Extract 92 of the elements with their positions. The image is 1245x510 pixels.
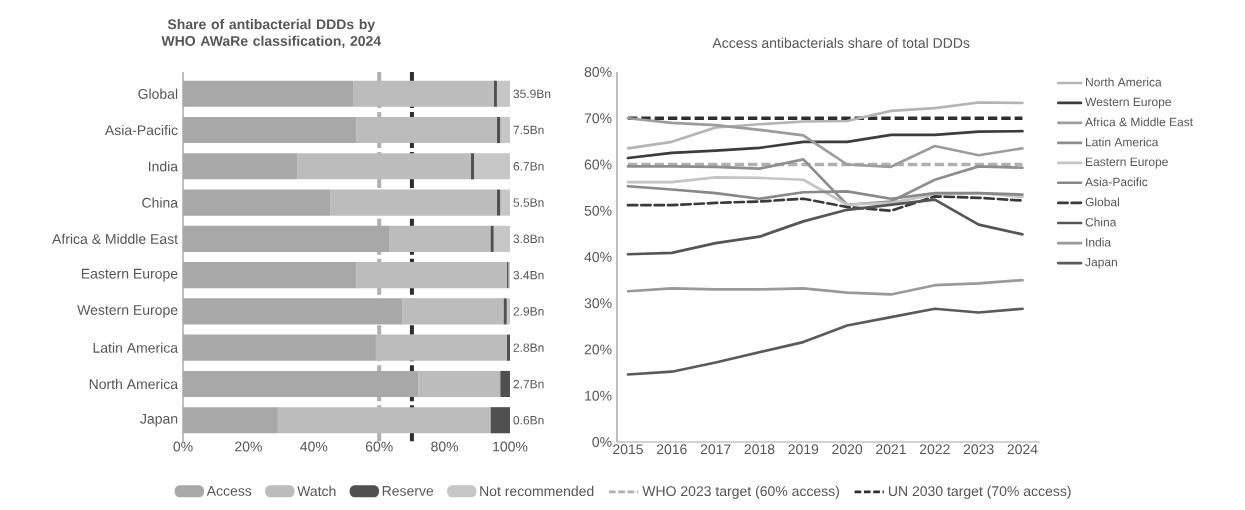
y-tick-label: 20% [584,344,612,355]
y-tick-label: Japan [140,413,178,427]
x-tick-label: 40% [300,441,328,452]
line-series [626,278,1024,296]
legend-label: Latin America [1086,137,1159,147]
bar [493,225,511,252]
bar [389,225,491,252]
legend-label: Watch [297,485,336,497]
legend-label: India [1086,237,1112,247]
bar [183,189,331,216]
x-tick-label: 20% [235,441,262,452]
line-series [626,116,1024,169]
x-tick-label: 2024 [1007,444,1038,455]
bar [493,80,497,107]
y-tick-label: Eastern Europe [81,268,178,282]
y-tick-label: 10% [585,390,612,401]
legend-label: WHO 2023 target (60% access) [642,485,839,499]
legend-label: Asia-Pacific [1085,177,1148,187]
bar [418,370,501,398]
y-tick-label: Asia-Pacific [104,124,178,136]
y-tick-label: China [142,197,179,208]
x-tick-label: 2016 [656,444,687,455]
bar [183,153,298,180]
y-tick-label: 60% [584,159,612,170]
bar [183,262,357,289]
x-tick-label: 0% [173,441,193,452]
bar [490,407,511,434]
text: 6.7Bn [513,162,544,171]
chart-title: Access antibacterials share of total DDDs [712,37,970,48]
legend-label: Africa & Middle East [1085,117,1193,127]
bar [183,80,354,107]
bar [496,189,501,216]
text: 2.7Bn [513,379,544,389]
chart-title: Share of antibacterial DDDs by WHO AWaRe classification, 2024 [161,18,382,48]
text: 7.5Bn [513,125,544,135]
bar [183,407,278,434]
y-tick-label: Africa & Middle East [52,233,178,244]
legend-label: Global [1085,197,1119,207]
legend-label: Western Europe [1085,97,1171,109]
bar [183,334,376,361]
bar [470,153,475,180]
y-tick-label: 30% [584,298,612,309]
bar [490,225,494,252]
x-tick-label: 2021 [876,444,906,455]
bar [500,189,511,216]
y-tick-label: 50% [584,205,612,216]
legend-label: North America [1086,77,1162,87]
legend-label: China [1085,217,1117,227]
legend-label: Eastern Europe [1086,157,1168,169]
bar [474,153,511,180]
legend-label: Not recommended [480,485,594,497]
x-tick-label: 80% [431,441,459,452]
x-tick-label: 2018 [744,444,775,455]
y-tick-label: Western Europe [77,305,178,318]
x-tick-label: 2022 [919,444,950,455]
bar [500,370,511,398]
y-tick-label: 70% [584,113,612,124]
y-tick-label: India [149,161,179,172]
y-tick-label: Global [138,88,178,99]
bar [500,116,511,144]
x-tick-label: 2020 [832,444,863,455]
legend-label: Access [206,486,252,496]
text: 3.4Bn [513,270,544,280]
x-tick-label: 60% [365,441,393,452]
text: 2.8Bn [513,343,544,352]
bar [183,116,357,144]
y-tick-label: 80% [584,67,612,77]
y-tick-label: 40% [584,252,612,262]
x-tick-label: 2017 [700,444,731,455]
bar [402,298,504,325]
bar [496,116,501,144]
bar [496,80,511,107]
text: 2.9Bn [513,307,544,316]
x-tick-label: 2019 [788,444,819,455]
text: 35.9Bn [513,89,551,99]
x-tick-label: 2015 [613,444,643,455]
text: 5.5Bn [513,198,544,207]
legend-label: Japan [1085,257,1117,269]
line-series [626,101,1024,150]
y-tick-label: Latin America [93,342,179,353]
text: 3.8Bn [513,234,544,244]
x-tick-label: 2023 [963,444,994,455]
legend-label: Reserve [382,486,434,496]
text: 0.6Bn [513,415,544,425]
x-tick-label: 100% [493,441,528,452]
bar [330,189,497,216]
y-tick-label: North America [89,378,179,390]
line-series [626,195,1024,213]
line-series [626,129,1024,160]
legend-label: UN 2030 target (70% access) [888,485,1071,499]
bar [506,298,511,325]
bar [506,334,511,361]
